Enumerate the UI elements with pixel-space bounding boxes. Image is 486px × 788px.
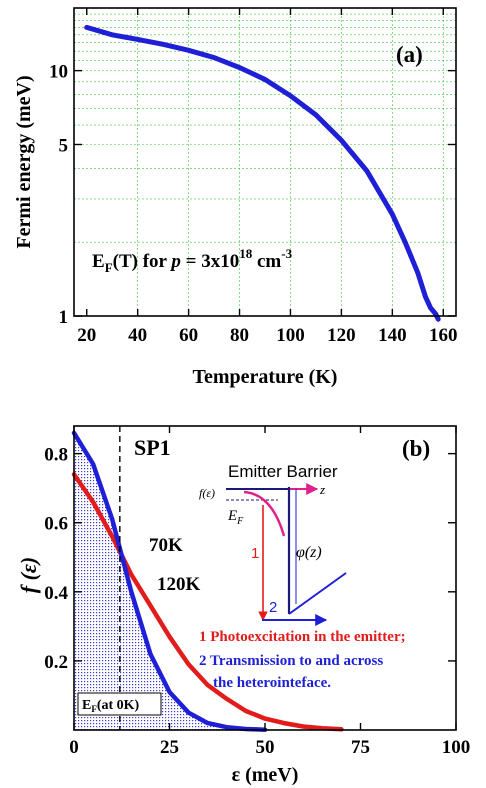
ann-mid: (T) for [113,251,172,272]
ann-p: p [169,251,181,272]
panel-b-label: (b) [402,436,430,461]
ann-sup: 18 [239,246,253,261]
inset-z-label: z [319,482,325,497]
panel-b-series [71,430,344,732]
panel-b-y-tick-labels: 0.2 0.4 0.6 0.8 [44,445,68,673]
inset-band-diagram: Emitter Barrier f(ε) z EF φ(z) 1 2 [199,462,347,626]
panel-b-occupied-states-fill [74,432,265,730]
inset-arrow-1-label: 1 [251,545,259,562]
series-label-70k: 70K [149,535,183,556]
panel-b-y-tick-label: 0.4 [44,583,68,604]
panel-a-x-tick-label: 120 [327,325,356,346]
panel-b-x-tick-label: 75 [351,737,370,758]
ann-unit: cm [252,251,281,272]
ann-e: E [92,251,105,272]
ef0-e: E [82,698,91,713]
ef0-rest: (at 0K) [97,698,140,713]
panel-a-x-tick-label: 160 [429,325,458,346]
panel-a-plot-frame [73,7,457,317]
panel-a-y-tick-label: 5 [59,135,69,156]
panel-b-x-tick-label: 50 [256,737,275,758]
note-heterointerface: the heterointeface. [213,675,331,691]
panel-a-annotation: EF(T) for p = 3x1018 cm-3 [92,246,293,275]
panel-b-y-tick-label: 0.6 [44,514,68,535]
panel-a-x-tick-label: 20 [77,325,96,346]
panel-a-x-tick-label: 80 [230,325,249,346]
inset-arrow-2-label: 2 [269,599,277,616]
panel-a-x-tick-label: 100 [276,325,305,346]
ann-f-sub: F [105,260,113,275]
panel-b-x-tick-label: 25 [160,737,179,758]
panel-a-y-tick-label: 10 [49,62,68,83]
panel-a-x-axis-label: Temperature (K) [193,366,338,388]
panel-a-fermi-energy-curve [84,24,441,322]
panel-b-x-tick-labels: 0 25 50 75 100 [69,737,470,758]
inset-title: Emitter Barrier [228,462,338,481]
panel-a-y-axis-label: Fermi energy (meV) [13,75,35,248]
panel-b-y-tick-label: 0.8 [44,445,68,466]
panel-b-x-tick-label: 0 [69,737,79,758]
panel-a-x-tick-labels: 20 40 60 80 100 120 140 160 [77,325,457,346]
panel-b-x-tick-label: 100 [442,737,471,758]
inset-ef-e: E [227,508,237,524]
panel-b-y-tick-label: 0.2 [44,652,68,673]
panel-a-x-tick-label: 140 [378,325,407,346]
panel-b: 0 25 50 75 100 0.2 0.4 0.6 0.8 (b) SP1 70K 120K… [16,425,470,786]
panel-b-ticks [73,426,457,730]
ann-unit-sup: -3 [281,246,292,261]
ef0-sub: F [91,704,97,714]
inset-barrier-slope [288,572,347,615]
series-label-120k: 120K [157,574,201,595]
ef-at-0k-label: EF(at 0K) [82,698,140,714]
panel-a-y-tick-label: 1 [59,307,69,328]
inset-ef-sub: F [236,516,244,527]
panel-a-grid [74,7,456,316]
panel-b-y-axis-label: f (ε) [16,557,41,594]
panel-a-x-tick-label: 40 [128,325,147,346]
panel-a-ticks [74,8,456,317]
inset-phi-label: φ(z) [296,544,322,561]
panel-b-curve-70k [71,430,268,732]
note-transmission: 2 Transmission to and across [199,653,383,669]
note-photoexcitation: 1 Photoexcitation in the emitter; [199,629,406,645]
ann-eq: = 3x10 [181,251,239,272]
inset-f-label: f(ε) [199,486,215,500]
panel-a-series [84,24,441,322]
inset-ef-label: EF [227,508,244,527]
panel-a-label: (a) [396,42,423,67]
panel-a-x-tick-label: 60 [179,325,198,346]
panel-b-title: SP1 [134,435,171,460]
panel-b-x-axis-label: ε (meV) [232,764,299,786]
inset-distribution-curve [243,490,286,537]
ef-at-0k-box [77,692,162,716]
